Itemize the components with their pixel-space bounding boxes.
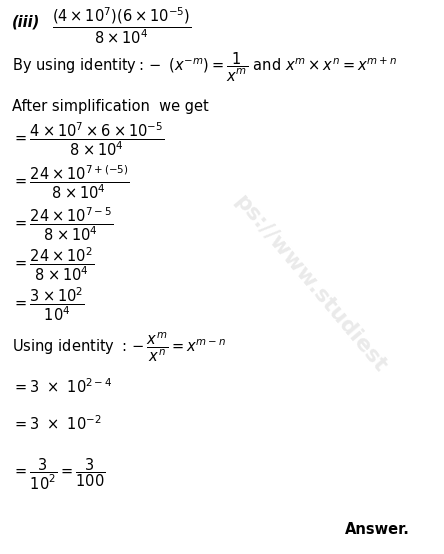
Text: (iii): (iii) <box>12 14 40 29</box>
Text: Answer.: Answer. <box>345 522 410 537</box>
Text: $=\dfrac{24 \times 10^{7-5}}{8 \times 10^4}$: $=\dfrac{24 \times 10^{7-5}}{8 \times 10… <box>12 205 113 243</box>
Text: $=3\ \times\ 10^{2-4}$: $=3\ \times\ 10^{2-4}$ <box>12 378 112 396</box>
Text: $\mathrm{Using\ identity\ :-}\dfrac{x^m}{x^n} = x^{m-n}$: $\mathrm{Using\ identity\ :-}\dfrac{x^m}… <box>12 330 226 364</box>
Text: $=\dfrac{24 \times 10^{2}}{8 \times 10^4}$: $=\dfrac{24 \times 10^{2}}{8 \times 10^4… <box>12 245 94 283</box>
Text: After simplification  we get: After simplification we get <box>12 100 209 115</box>
Text: $\dfrac{(4 \times 10^7)(6 \times 10^{-5})}{8 \times 10^4}$: $\dfrac{(4 \times 10^7)(6 \times 10^{-5}… <box>52 6 191 47</box>
Text: $=\dfrac{4 \times 10^7 \times 6 \times 10^{-5}}{8 \times 10^4}$: $=\dfrac{4 \times 10^7 \times 6 \times 1… <box>12 120 164 158</box>
Text: $=\dfrac{3}{10^2} = \dfrac{3}{100}$: $=\dfrac{3}{10^2} = \dfrac{3}{100}$ <box>12 456 105 491</box>
Text: ps://www.studiest: ps://www.studiest <box>230 191 390 377</box>
Text: $=3\ \times\ 10^{-2}$: $=3\ \times\ 10^{-2}$ <box>12 414 101 433</box>
Text: $=\dfrac{24 \times 10^{7+(-5)}}{8 \times 10^4}$: $=\dfrac{24 \times 10^{7+(-5)}}{8 \times… <box>12 163 130 201</box>
Text: $\mathrm{By\ using\ identity:-}\ (x^{-m})=\dfrac{1}{x^m}\ \mathrm{and}\ x^m \tim: $\mathrm{By\ using\ identity:-}\ (x^{-m}… <box>12 50 397 84</box>
Text: $=\dfrac{3 \times 10^{2}}{10^4}$: $=\dfrac{3 \times 10^{2}}{10^4}$ <box>12 285 85 323</box>
